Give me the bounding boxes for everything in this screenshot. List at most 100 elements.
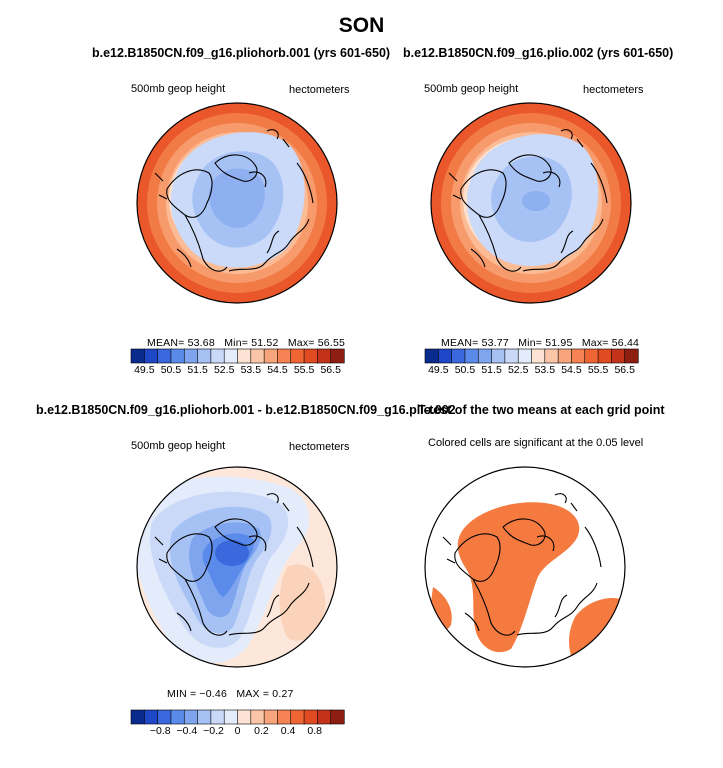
panel-3-map [136, 466, 338, 668]
colorbar-tick-label: 56.5 [320, 364, 341, 376]
p2-min-value: 51.95 [545, 337, 573, 349]
panel-3-title: b.e12.B1850CN.f09_g16.pliohorb.001 - b.e… [36, 403, 456, 417]
colorbar-swatch [277, 709, 292, 725]
colorbar-swatch [263, 348, 279, 364]
colorbar-tick-label: 0 [234, 725, 241, 737]
panel-1-colorbar [130, 348, 345, 364]
p1-band-8 [208, 168, 265, 228]
colorbar-swatch [223, 709, 239, 725]
panel-3-left-label: 500mb geop height [131, 440, 226, 452]
colorbar-swatch [197, 709, 212, 725]
colorbar-tick-label: −0.8 [149, 725, 171, 737]
colorbar-swatch [170, 348, 185, 364]
colorbar-swatch [183, 348, 199, 364]
colorbar-tick-label: −0.4 [176, 725, 198, 737]
panel-1-map [136, 102, 338, 304]
panel-3-stats: MIN = −0.46 MAX = 0.27 [167, 688, 294, 700]
colorbar-swatch [330, 348, 345, 364]
colorbar-swatch [464, 348, 479, 364]
colorbar-tick-label: 54.5 [561, 364, 582, 376]
p3-max-value: 0.27 [272, 688, 294, 700]
panel-2-colorbar [424, 348, 639, 364]
colorbar-swatch [597, 348, 612, 364]
p1-min-label: Min= [224, 337, 249, 349]
p3-warm-patch [279, 564, 326, 641]
panel-2-right-label: hectometers [583, 84, 644, 96]
p1-mean-value: 53.68 [187, 337, 215, 349]
colorbar-tick-label: 53.5 [534, 364, 556, 376]
colorbar-swatch [557, 348, 573, 364]
panel-2-left-label: 500mb geop height [424, 83, 519, 95]
colorbar-swatch [330, 709, 345, 725]
colorbar-tick-label: 54.5 [267, 364, 288, 376]
colorbar-tick-label: 52.5 [507, 364, 529, 376]
colorbar-tick-label: 49.5 [428, 364, 449, 376]
p3-max-label: MAX = [236, 688, 270, 700]
p2-max-value: 56.44 [611, 337, 640, 349]
colorbar-swatch [237, 709, 252, 725]
colorbar-swatch [451, 348, 466, 364]
colorbar-swatch [544, 348, 559, 364]
colorbar-swatch [144, 348, 159, 364]
panel-4-title: T-test of the two means at each grid poi… [418, 403, 665, 417]
colorbar-swatch [130, 709, 145, 725]
p1-max-label: Max= [287, 337, 315, 349]
p2-band-8 [522, 191, 550, 211]
colorbar-swatch [157, 709, 172, 725]
colorbar-swatch [584, 348, 599, 364]
colorbar-swatch [250, 348, 265, 364]
panel-3-right-label: hectometers [289, 441, 350, 453]
panel-2-title: b.e12.B1850CN.f09_g16.plio.002 (yrs 601-… [403, 46, 674, 60]
colorbar-swatch [157, 348, 172, 364]
colorbar-tick-label: 55.5 [293, 364, 315, 376]
colorbar-swatch [491, 348, 506, 364]
colorbar-tick-label: 0.4 [280, 725, 296, 737]
colorbar-swatch [571, 348, 586, 364]
colorbar-tick-label: 0.8 [307, 725, 322, 737]
colorbar-swatch [531, 348, 546, 364]
colorbar-tick-label: 51.5 [481, 364, 502, 376]
colorbar-tick-label: 50.5 [160, 364, 182, 376]
p1-min-value: 51.52 [251, 337, 279, 349]
colorbar-tick-label: 56.5 [614, 364, 635, 376]
colorbar-swatch [250, 709, 265, 725]
p1-max-value: 56.55 [317, 337, 346, 349]
p2-coastlines [448, 129, 608, 272]
panel-1-colorbar-labels: 49.5 50.5 51.5 52.5 53.5 54.5 55.5 56.5 [131, 364, 344, 378]
panel-1-stats: MEAN= 53.68 Min= 51.52 Max= 56.55 [147, 337, 345, 349]
colorbar-tick-label: 0.2 [254, 725, 269, 737]
colorbar-swatch [624, 348, 639, 364]
page-title: SON [338, 14, 385, 37]
colorbar-swatch [263, 709, 279, 725]
p3-min-value: −0.46 [199, 688, 227, 700]
p4-coastlines [442, 493, 602, 636]
colorbar-swatch [477, 348, 493, 364]
colorbar-swatch [197, 348, 212, 364]
colorbar-tick-label: 51.5 [187, 364, 208, 376]
panel-1-left-label: 500mb geop height [131, 83, 226, 95]
panel-4-subtitle: Colored cells are significant at the 0.0… [428, 437, 644, 449]
p1-mean-label: MEAN= [147, 337, 185, 349]
p2-mean-value: 53.77 [481, 337, 509, 349]
panel-1-title: b.e12.B1850CN.f09_g16.pliohorb.001 (yrs … [92, 46, 391, 60]
colorbar-swatch [303, 709, 318, 725]
colorbar-swatch [504, 348, 519, 364]
colorbar-swatch [210, 709, 225, 725]
p3-coastlines [154, 493, 314, 636]
colorbar-swatch [317, 709, 332, 725]
colorbar-tick-label: 49.5 [134, 364, 155, 376]
panel-4-map [424, 466, 626, 668]
colorbar-swatch [130, 348, 145, 364]
colorbar-swatch [170, 709, 185, 725]
colorbar-swatch [183, 709, 199, 725]
colorbar-swatch [223, 348, 239, 364]
colorbar-swatch [290, 709, 305, 725]
colorbar-tick-label: 53.5 [240, 364, 262, 376]
p2-max-label: Max= [581, 337, 609, 349]
colorbar-swatch [144, 709, 159, 725]
panel-1-right-label: hectometers [289, 84, 350, 96]
panel-2-map [430, 102, 632, 304]
colorbar-swatch [611, 348, 626, 364]
p3-cool-6 [215, 540, 249, 566]
colorbar-tick-label: 52.5 [213, 364, 235, 376]
